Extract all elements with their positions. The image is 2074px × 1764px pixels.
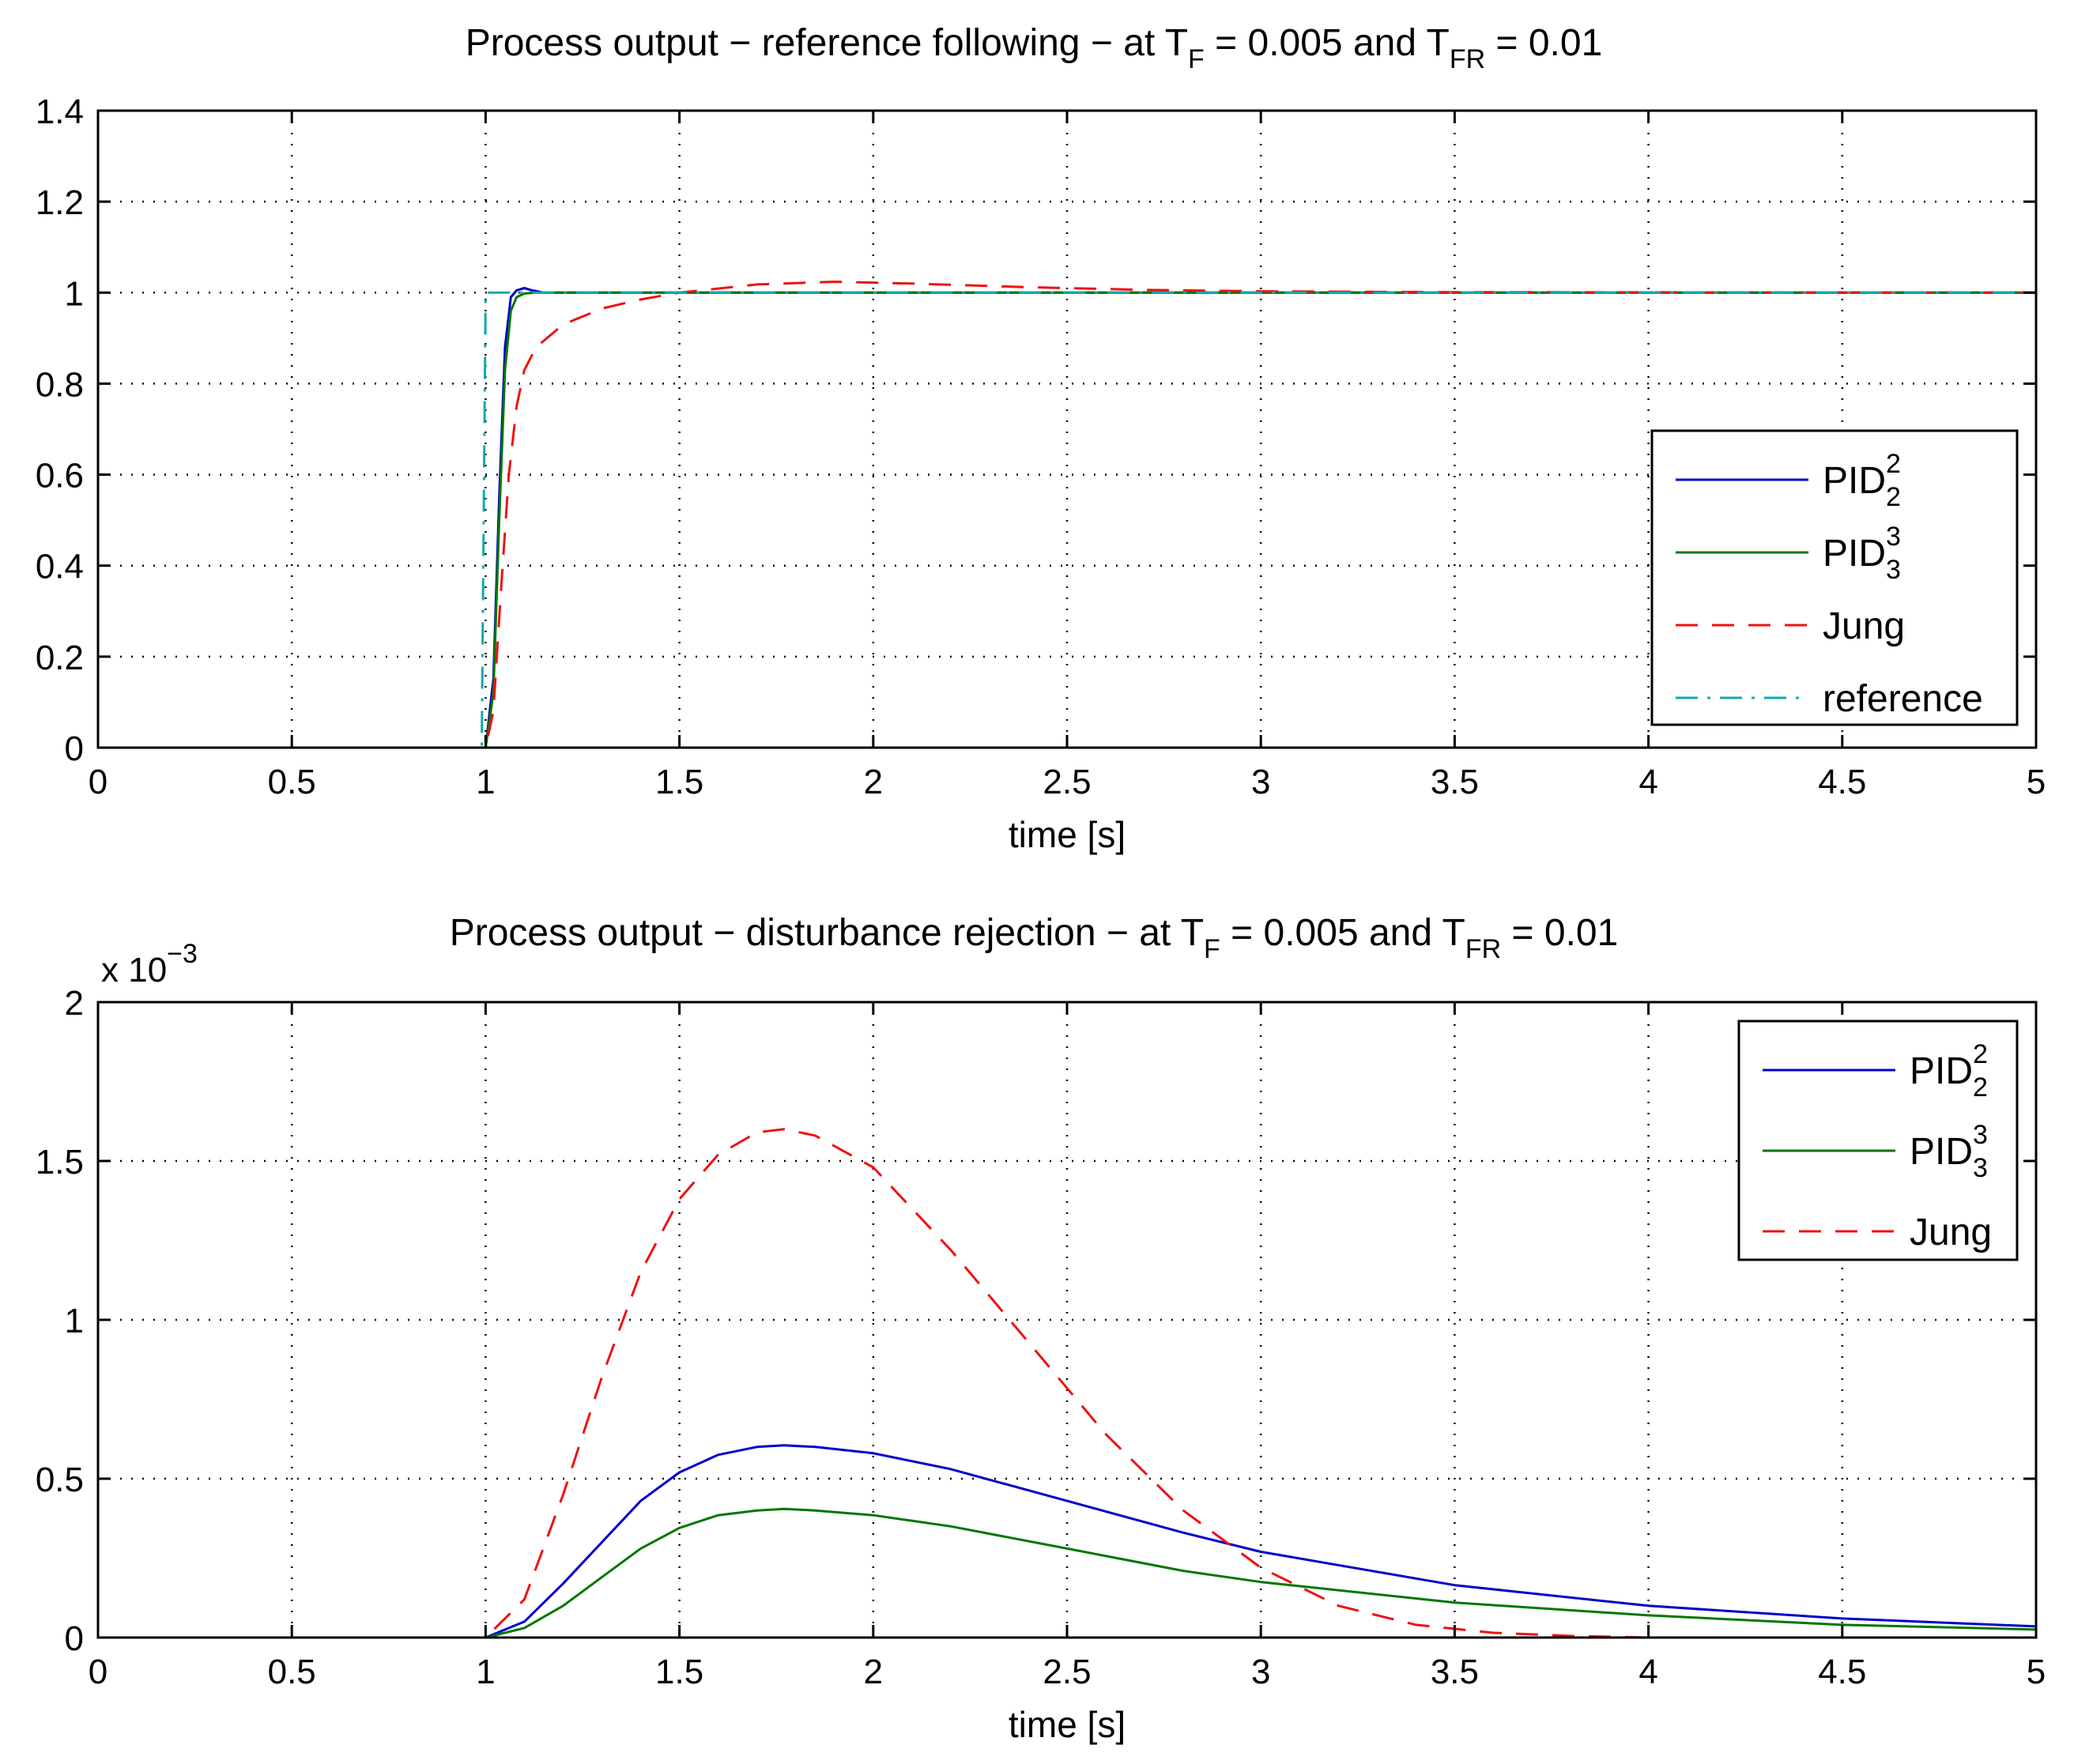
- x-tick-label: 3: [1251, 763, 1270, 801]
- legend-label: PID22: [1910, 1039, 1988, 1102]
- x-tick-label: 4.5: [1818, 763, 1866, 801]
- y-tick-labels: 0 0.5 1 1.5 2: [36, 984, 84, 1658]
- x-tick-label: 0: [89, 763, 107, 801]
- exponent-label: x 10−3: [101, 939, 198, 989]
- legend-label: Jung: [1823, 605, 1905, 647]
- x-tick-label: 2.5: [1043, 1653, 1091, 1691]
- x-tick-label: 2: [864, 763, 883, 801]
- x-tick-labels: 0 0.5 1 1.5 2 2.5 3 3.5 4 4.5 5: [89, 763, 2046, 801]
- y-tick-label: 0: [65, 729, 84, 768]
- legend-label: PID33: [1910, 1120, 1988, 1183]
- ticks: [96, 109, 2038, 749]
- y-tick-label: 0.6: [36, 457, 84, 496]
- series-line-jung: [98, 1128, 2036, 1639]
- series-line-jung: [98, 281, 2037, 749]
- y-tick-label: 0.4: [36, 548, 84, 586]
- legend: PID22 PID33 Jung reference: [1650, 429, 2019, 726]
- x-tick-label: 4: [1638, 763, 1657, 801]
- chart-title: Process output − reference following − a…: [466, 22, 1603, 74]
- x-tick-labels: 0 0.5 1 1.5 2 2.5 3 3.5 4 4.5 5: [89, 1653, 2046, 1691]
- chart-reference-following: Process output − reference following − a…: [36, 22, 2046, 855]
- y-tick-label: 2: [65, 984, 84, 1023]
- series-line-pid-3: [98, 291, 2036, 749]
- x-tick-label: 3: [1251, 1653, 1270, 1691]
- legend-item: reference: [1676, 678, 1983, 720]
- chart-title: Process output − disturbance rejection −…: [450, 912, 1619, 964]
- legend: PID22 PID33 Jung: [1737, 1020, 2019, 1261]
- series-layer: [98, 1128, 2037, 1639]
- y-tick-label: 1.2: [36, 183, 84, 222]
- x-tick-label: 4.5: [1818, 1653, 1866, 1691]
- ticks: [96, 1001, 2038, 1639]
- y-tick-label: 1: [65, 274, 84, 313]
- x-tick-label: 1.5: [655, 763, 703, 801]
- legend-label: PID33: [1823, 522, 1901, 585]
- legend-label: PID22: [1823, 449, 1901, 512]
- x-tick-label: 4: [1638, 1653, 1657, 1691]
- y-tick-label: 1: [65, 1302, 84, 1340]
- x-tick-label: 1: [476, 763, 495, 801]
- chart-disturbance-rejection: Process output − disturbance rejection −…: [36, 912, 2046, 1745]
- y-tick-label: 1.4: [36, 92, 84, 131]
- y-tick-labels: 0 0.2 0.4 0.6 0.8 1 1.2 1.4: [36, 92, 84, 768]
- y-tick-label: 0.2: [36, 639, 84, 677]
- y-tick-label: 0.8: [36, 365, 84, 404]
- legend-item: PID33: [1763, 1120, 1988, 1183]
- x-axis-label: time [s]: [1009, 814, 1126, 855]
- x-tick-label: 5: [2027, 763, 2046, 801]
- x-tick-label: 2.5: [1043, 763, 1091, 801]
- plot-area: [98, 1002, 2036, 1638]
- legend-item: PID22: [1676, 449, 1901, 512]
- x-tick-label: 0.5: [268, 1653, 316, 1691]
- legend-item: Jung: [1763, 1212, 1992, 1253]
- x-tick-label: 2: [864, 1653, 883, 1691]
- x-tick-label: 1: [476, 1653, 495, 1691]
- legend-label: reference: [1823, 678, 1983, 720]
- y-tick-label: 0: [65, 1619, 84, 1658]
- legend-box: [1737, 1020, 2019, 1261]
- x-tick-label: 3.5: [1431, 1653, 1479, 1691]
- x-tick-label: 0: [89, 1653, 107, 1691]
- x-axis-label: time [s]: [1009, 1704, 1126, 1745]
- x-tick-label: 1.5: [655, 1653, 703, 1691]
- series-line-pid-2: [98, 1444, 2037, 1639]
- y-tick-label: 1.5: [36, 1143, 84, 1182]
- x-tick-label: 5: [2027, 1653, 2046, 1691]
- series-line-pid-2: [98, 287, 2036, 749]
- legend-item: PID33: [1676, 522, 1901, 585]
- x-tick-label: 3.5: [1431, 763, 1479, 801]
- legend-item: Jung: [1676, 605, 1905, 647]
- x-tick-label: 0.5: [268, 763, 316, 801]
- y-tick-label: 0.5: [36, 1461, 84, 1499]
- series-line-pid-3: [98, 1507, 2037, 1639]
- legend-item: PID22: [1763, 1039, 1988, 1102]
- legend-label: Jung: [1910, 1212, 1992, 1253]
